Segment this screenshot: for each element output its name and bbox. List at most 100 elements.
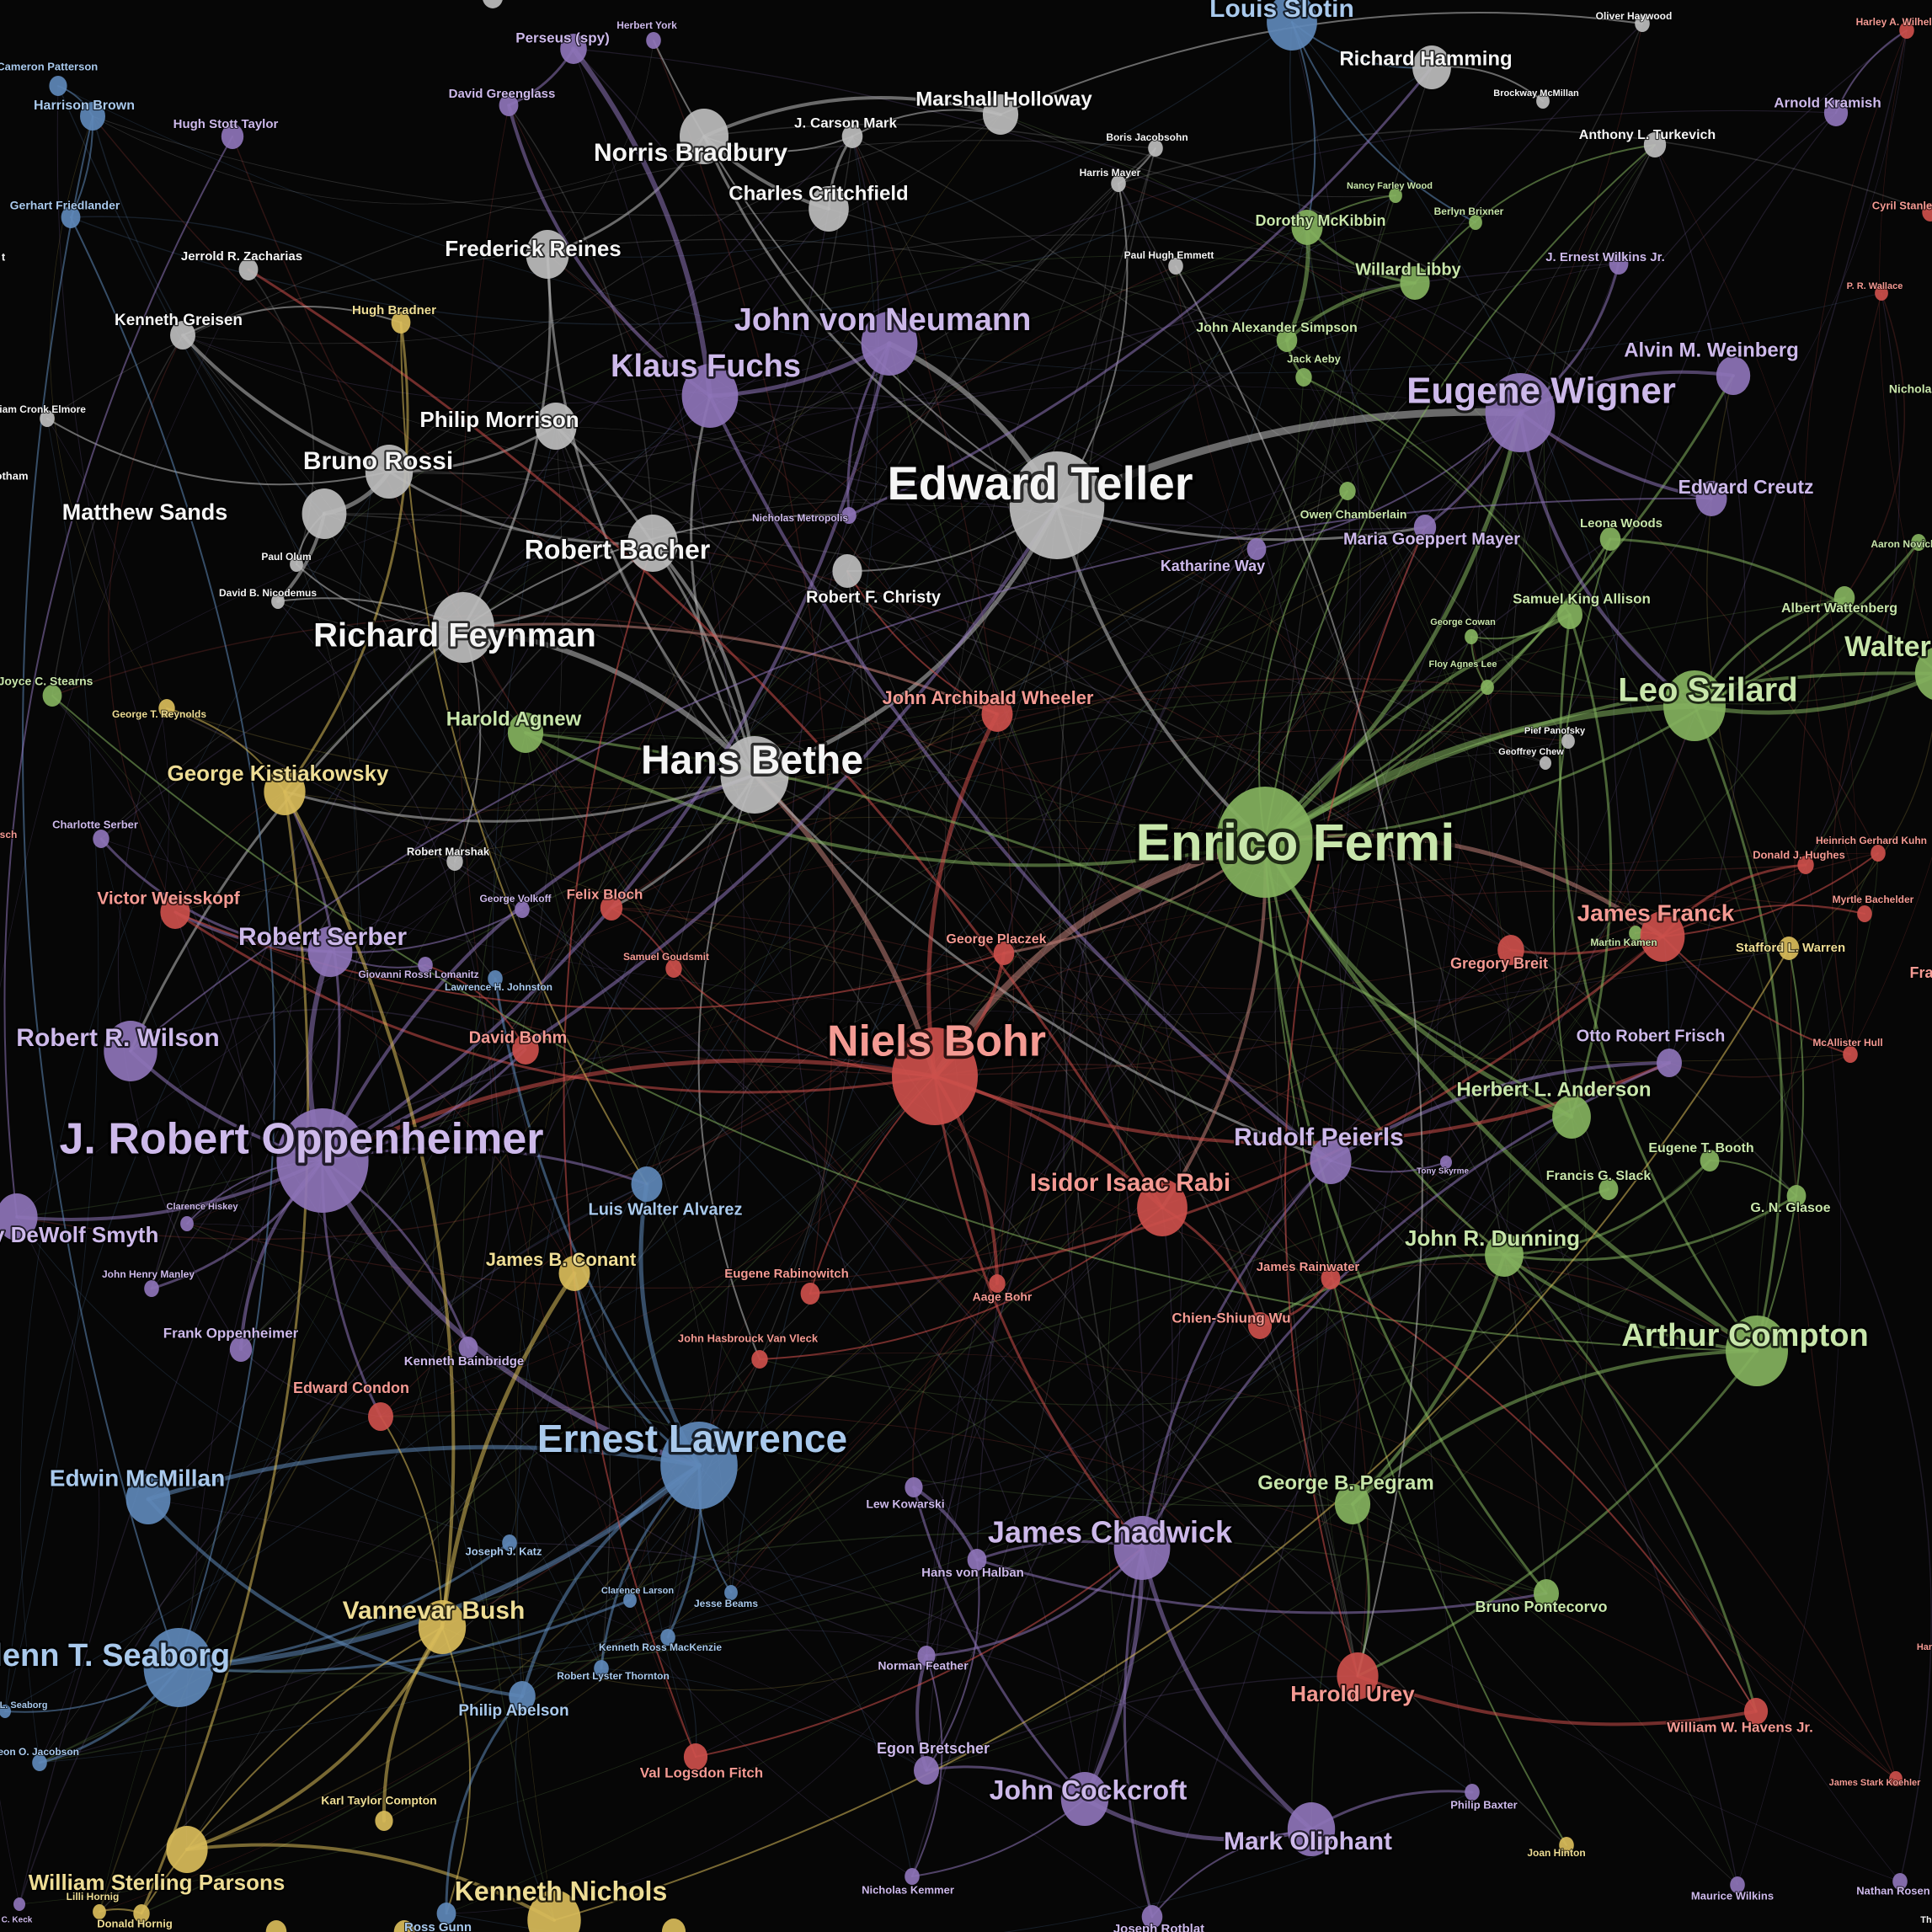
graph-node-bohr[interactable] [892,1027,978,1125]
graph-node-brown[interactable] [80,102,105,131]
graph-node-alvarez[interactable] [631,1166,663,1202]
graph-node-hull[interactable] [1843,1046,1858,1063]
graph-node-lomanitz[interactable] [418,957,433,974]
graph-node-critchfield[interactable] [809,186,849,232]
graph-node-kramish[interactable] [1823,99,1849,126]
graph-node-feather[interactable] [917,1646,936,1666]
graph-node-johnston[interactable] [488,970,503,987]
graph-node-allison[interactable] [1557,600,1582,629]
graph-node-katz[interactable] [502,1534,517,1551]
graph-node-franck[interactable] [1640,911,1685,962]
graph-node-placzek[interactable] [993,942,1015,965]
graph-node-peierls[interactable] [1310,1137,1352,1184]
graph-node-wilhelm[interactable] [1899,22,1914,39]
graph-node-perseus[interactable] [560,34,587,64]
graph-node-panofsky[interactable] [1561,734,1575,749]
graph-node-reines[interactable] [526,230,569,279]
graph-node-mackenzie[interactable] [660,1629,675,1646]
graph-node-way[interactable] [1246,538,1267,560]
graph-node-nicodemus[interactable] [271,594,285,609]
graph-node-vanvleck[interactable] [751,1350,768,1369]
graph-node-booth[interactable] [1700,1150,1720,1171]
graph-node-wilson[interactable] [104,1021,157,1081]
graph-node-weisskopf[interactable] [160,895,190,929]
graph-node-condon[interactable] [368,1402,393,1431]
graph-node-morrison[interactable] [535,403,577,450]
graph-node-slack[interactable] [1598,1178,1619,1200]
graph-node-dhornig[interactable] [133,1904,150,1923]
graph-node-hinton[interactable] [1559,1837,1574,1854]
graph-node-simpson[interactable] [1276,328,1298,352]
graph-node-bohm[interactable] [512,1034,539,1065]
graph-node-wilkinsjr[interactable] [1609,253,1629,275]
graph-node-fitch[interactable] [683,1743,708,1770]
graph-node-kowarski[interactable] [905,1477,923,1497]
graph-node-szilard[interactable] [1663,670,1726,741]
graph-node-christy[interactable] [832,554,862,588]
graph-node-cockcroft[interactable] [1060,1772,1109,1826]
graph-node-lseaborg[interactable] [0,1705,11,1718]
graph-node-havens[interactable] [1743,1698,1769,1725]
graph-node-slotin[interactable] [1267,0,1317,51]
graph-node-rainwater[interactable] [1321,1268,1341,1289]
graph-node-frankopp[interactable] [229,1337,253,1362]
graph-node-emmett[interactable] [1168,258,1183,275]
graph-node-lilli[interactable] [93,1904,106,1919]
graph-node-mcmillan[interactable] [125,1474,171,1524]
graph-node-koehler[interactable] [1889,1771,1903,1786]
graph-node-teller[interactable] [1009,451,1105,559]
graph-node-halban[interactable] [967,1549,987,1571]
graph-node-leona[interactable] [1599,527,1621,551]
graph-node-agnew[interactable] [507,712,544,753]
graph-node-reynolds[interactable] [158,699,175,718]
graph-node-bethe[interactable] [720,736,789,814]
graph-node-metropolis[interactable] [841,507,857,524]
graph-node-oppenheimer[interactable] [276,1108,369,1213]
graph-node-chadwick[interactable] [1113,1516,1171,1580]
graph-node-anderson[interactable] [1552,1095,1591,1139]
graph-node-bradner[interactable] [391,312,411,334]
graph-node-wigner[interactable] [1485,373,1556,452]
graph-node-gunn[interactable] [436,1903,456,1924]
graph-node-oliphant[interactable] [1287,1802,1336,1856]
graph-node-larson[interactable] [623,1593,637,1608]
graph-node-hamming[interactable] [1412,45,1451,89]
graph-node-aage[interactable] [989,1274,1006,1293]
graph-node-aeby[interactable] [1295,368,1312,387]
graph-node-warren[interactable] [1778,937,1800,960]
graph-node-turkevich[interactable] [1643,132,1667,157]
graph-node-feynman[interactable] [432,592,494,663]
graph-node-seaborg[interactable] [143,1628,214,1707]
graph-node-urey[interactable] [1337,1652,1379,1700]
graph-node-ktcompton[interactable] [375,1811,393,1831]
graph-node-bmcmillan[interactable] [1536,93,1550,109]
graph-node-dunning[interactable] [1485,1233,1524,1277]
graph-node-novick[interactable] [1911,534,1926,551]
graph-node-wattenberg[interactable] [1833,586,1855,610]
graph-node-chamberlain[interactable] [1339,482,1356,500]
graph-node-wood[interactable] [1389,188,1402,203]
graph-node-volkoff[interactable] [515,901,530,918]
graph-node-patterson[interactable] [49,76,67,96]
graph-node-greisen[interactable] [170,321,195,350]
graph-node-greenglass[interactable] [499,94,519,116]
graph-node-haywood[interactable] [1635,15,1650,32]
graph-node-creutz[interactable] [1695,481,1727,516]
graph-node-bloch[interactable] [600,895,623,921]
graph-node-cmark[interactable] [841,125,863,148]
graph-node-manley[interactable] [144,1280,159,1297]
graph-node-fuchs[interactable] [681,364,739,428]
graph-node-unlabeled[interactable] [661,1919,686,1932]
graph-node-lawrence[interactable] [660,1422,738,1509]
graph-node-elmore[interactable] [40,410,55,427]
graph-node-bush[interactable] [418,1600,467,1654]
graph-node-compton[interactable] [1726,1316,1788,1386]
graph-node-keck[interactable] [13,1897,25,1911]
graph-node-nichols[interactable] [527,1890,581,1932]
graph-node-glasoe[interactable] [1786,1185,1807,1207]
graph-node-olum[interactable] [290,557,303,572]
graph-node-abelson[interactable] [509,1681,536,1711]
graph-node-gmayer[interactable] [1413,515,1437,540]
graph-node-bacher[interactable] [627,515,678,572]
graph-node-thornton[interactable] [594,1660,609,1677]
